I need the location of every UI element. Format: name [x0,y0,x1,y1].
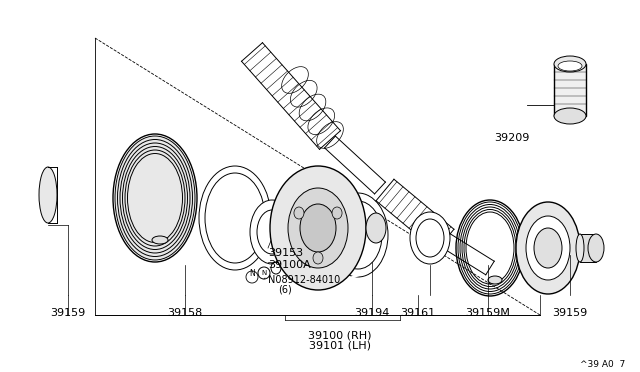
Ellipse shape [115,136,195,260]
Ellipse shape [294,207,304,219]
Ellipse shape [328,193,388,277]
Ellipse shape [334,201,382,269]
Ellipse shape [258,267,270,279]
Text: ^39 A0  7: ^39 A0 7 [580,360,625,369]
Bar [554,64,586,116]
Ellipse shape [270,166,366,290]
Text: 39209: 39209 [495,133,530,143]
Text: 39159: 39159 [51,308,86,318]
Ellipse shape [576,234,584,262]
Ellipse shape [558,61,582,71]
Bar [580,234,596,262]
Ellipse shape [300,204,336,252]
Ellipse shape [266,225,276,231]
Text: N: N [261,270,267,276]
Text: N: N [249,269,255,279]
Ellipse shape [271,262,281,274]
Ellipse shape [332,207,342,219]
Ellipse shape [366,213,386,243]
Ellipse shape [554,108,586,124]
Text: 39153: 39153 [268,248,303,258]
Text: (6): (6) [278,285,292,295]
Ellipse shape [257,210,287,254]
Text: 39159: 39159 [552,308,588,318]
Ellipse shape [152,236,168,244]
Text: 39159M: 39159M [465,308,511,318]
Text: 39194: 39194 [355,308,390,318]
Ellipse shape [39,167,57,223]
Ellipse shape [205,173,265,263]
Text: 39100 (RH): 39100 (RH) [308,330,372,340]
Ellipse shape [534,228,562,268]
Text: 39101 (LH): 39101 (LH) [309,341,371,351]
Text: 39158: 39158 [168,308,203,318]
Ellipse shape [416,219,444,257]
Ellipse shape [588,234,604,262]
Text: N08912-84010: N08912-84010 [268,275,340,285]
Ellipse shape [288,188,348,268]
Ellipse shape [250,200,294,264]
Text: 39100A: 39100A [268,260,311,270]
Ellipse shape [526,216,570,280]
Ellipse shape [246,271,258,283]
Ellipse shape [516,202,580,294]
Text: 39161: 39161 [401,308,436,318]
Ellipse shape [488,276,502,284]
Ellipse shape [313,252,323,264]
Ellipse shape [554,56,586,72]
Ellipse shape [199,166,271,270]
Ellipse shape [410,212,450,264]
